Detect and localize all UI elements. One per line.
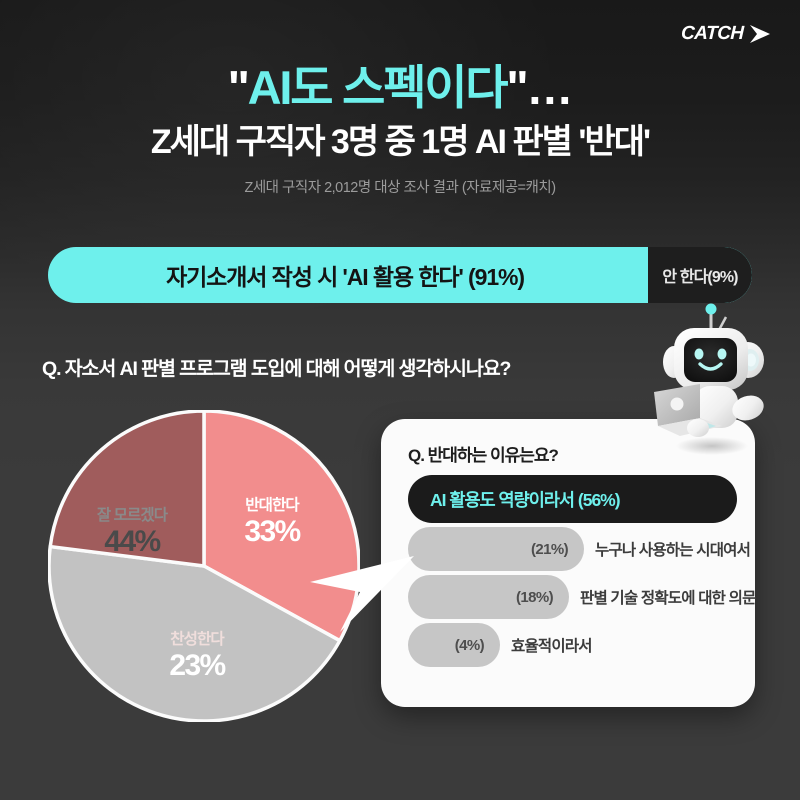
reasons-card: Q. 반대하는 이유는요? AI 활용도 역량이라서 (56%) (21%) 누구나… — [381, 419, 756, 707]
chevron-right-icon — [750, 25, 770, 43]
page-subtitle: Z세대 구직자 3명 중 1명 AI 판별 '반대' — [150, 122, 651, 161]
main-question-text: Q. 자소서 AI 판별 프로그램 도입에 대해 어떻게 생각하시나요? — [42, 358, 511, 380]
reasons-card-question: Q. 반대하는 이유는요? — [408, 446, 559, 465]
usage-bar-no-segment: 안 한다(9%) — [648, 247, 752, 303]
reason-label: 효율적이라서 — [511, 638, 593, 655]
hero-section: "AI도 스펙이다"… Z세대 구직자 3명 중 1명 AI 판별 '반대' Z… — [0, 61, 800, 197]
headline-accent-text: AI도 스펙이다 — [247, 61, 509, 114]
reason-bar: (4%) — [408, 623, 500, 667]
reason-bar-highlight: AI 활용도 역량이라서 (56%) — [408, 475, 737, 523]
logo-wordmark: CATCH — [681, 23, 745, 44]
catch-logo[interactable]: CATCH — [681, 22, 772, 46]
reason-bar: (21%) — [408, 527, 584, 571]
pie-slice-3 — [48, 409, 206, 568]
reasons-list: AI 활용도 역량이라서 (56%) (21%) 누구나 사용하는 시대여서 (18%… — [408, 475, 756, 671]
headline-ellipsis: … — [526, 61, 573, 114]
pie-svg — [47, 409, 361, 723]
reason-row: AI 활용도 역량이라서 (56%) — [408, 475, 737, 523]
reason-label: 판별 기술 정확도에 대한 의문 — [580, 590, 756, 607]
headline-open-quote: " — [227, 61, 250, 114]
opinion-pie-chart: 반대한다 33% 잘 모르겠다 44% 찬성한다 23% — [47, 409, 361, 723]
pie-slice-2 — [47, 544, 342, 723]
reason-label: 누구나 사용하는 시대여서 — [595, 542, 751, 559]
reason-bar: (18%) — [408, 575, 569, 619]
source-note: Z세대 구직자 2,012명 대상 조사 결과 (자료제공=캐치) — [244, 179, 556, 196]
headline-close-quote: " — [506, 61, 528, 114]
usage-bar-yes-segment: 자기소개서 작성 시 'AI 활용 한다' (91%) — [166, 264, 525, 290]
reason-row: (21%) 누구나 사용하는 시대여서 — [408, 527, 751, 571]
page-title: "AI도 스펙이다"… — [0, 61, 800, 115]
ai-usage-bar: 자기소개서 작성 시 'AI 활용 한다' (91%) 안 한다(9%) — [48, 247, 752, 303]
reason-row: (18%) 판별 기술 정확도에 대한 의문 — [408, 575, 756, 619]
reason-row: (4%) 효율적이라서 — [408, 623, 737, 667]
